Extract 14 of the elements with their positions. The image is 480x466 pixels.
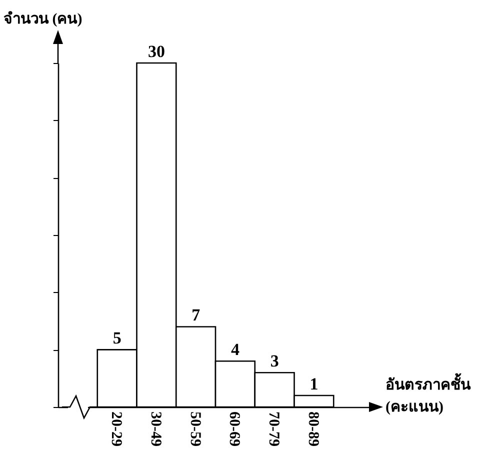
- x-tick-label: 30-49: [147, 412, 164, 446]
- data-label: 30: [148, 42, 165, 61]
- data-label: 1: [310, 374, 318, 394]
- data-label: 7: [192, 306, 201, 325]
- x-tick-label: 80-89: [304, 412, 321, 446]
- data-label: 3: [270, 352, 279, 371]
- x-tick-label: 70-79: [266, 412, 282, 446]
- x-axis-title: อันตรภาคชั้น (คะแนน): [386, 372, 472, 416]
- x-tick-label: 60-69: [226, 412, 242, 446]
- data-label: 4: [230, 340, 240, 360]
- x-tick-label: 50-59: [186, 412, 203, 446]
- y-axis-title: จำนวน (คน): [4, 10, 82, 28]
- x-tick-label: 20-29: [108, 412, 124, 446]
- data-label: 5: [112, 328, 122, 348]
